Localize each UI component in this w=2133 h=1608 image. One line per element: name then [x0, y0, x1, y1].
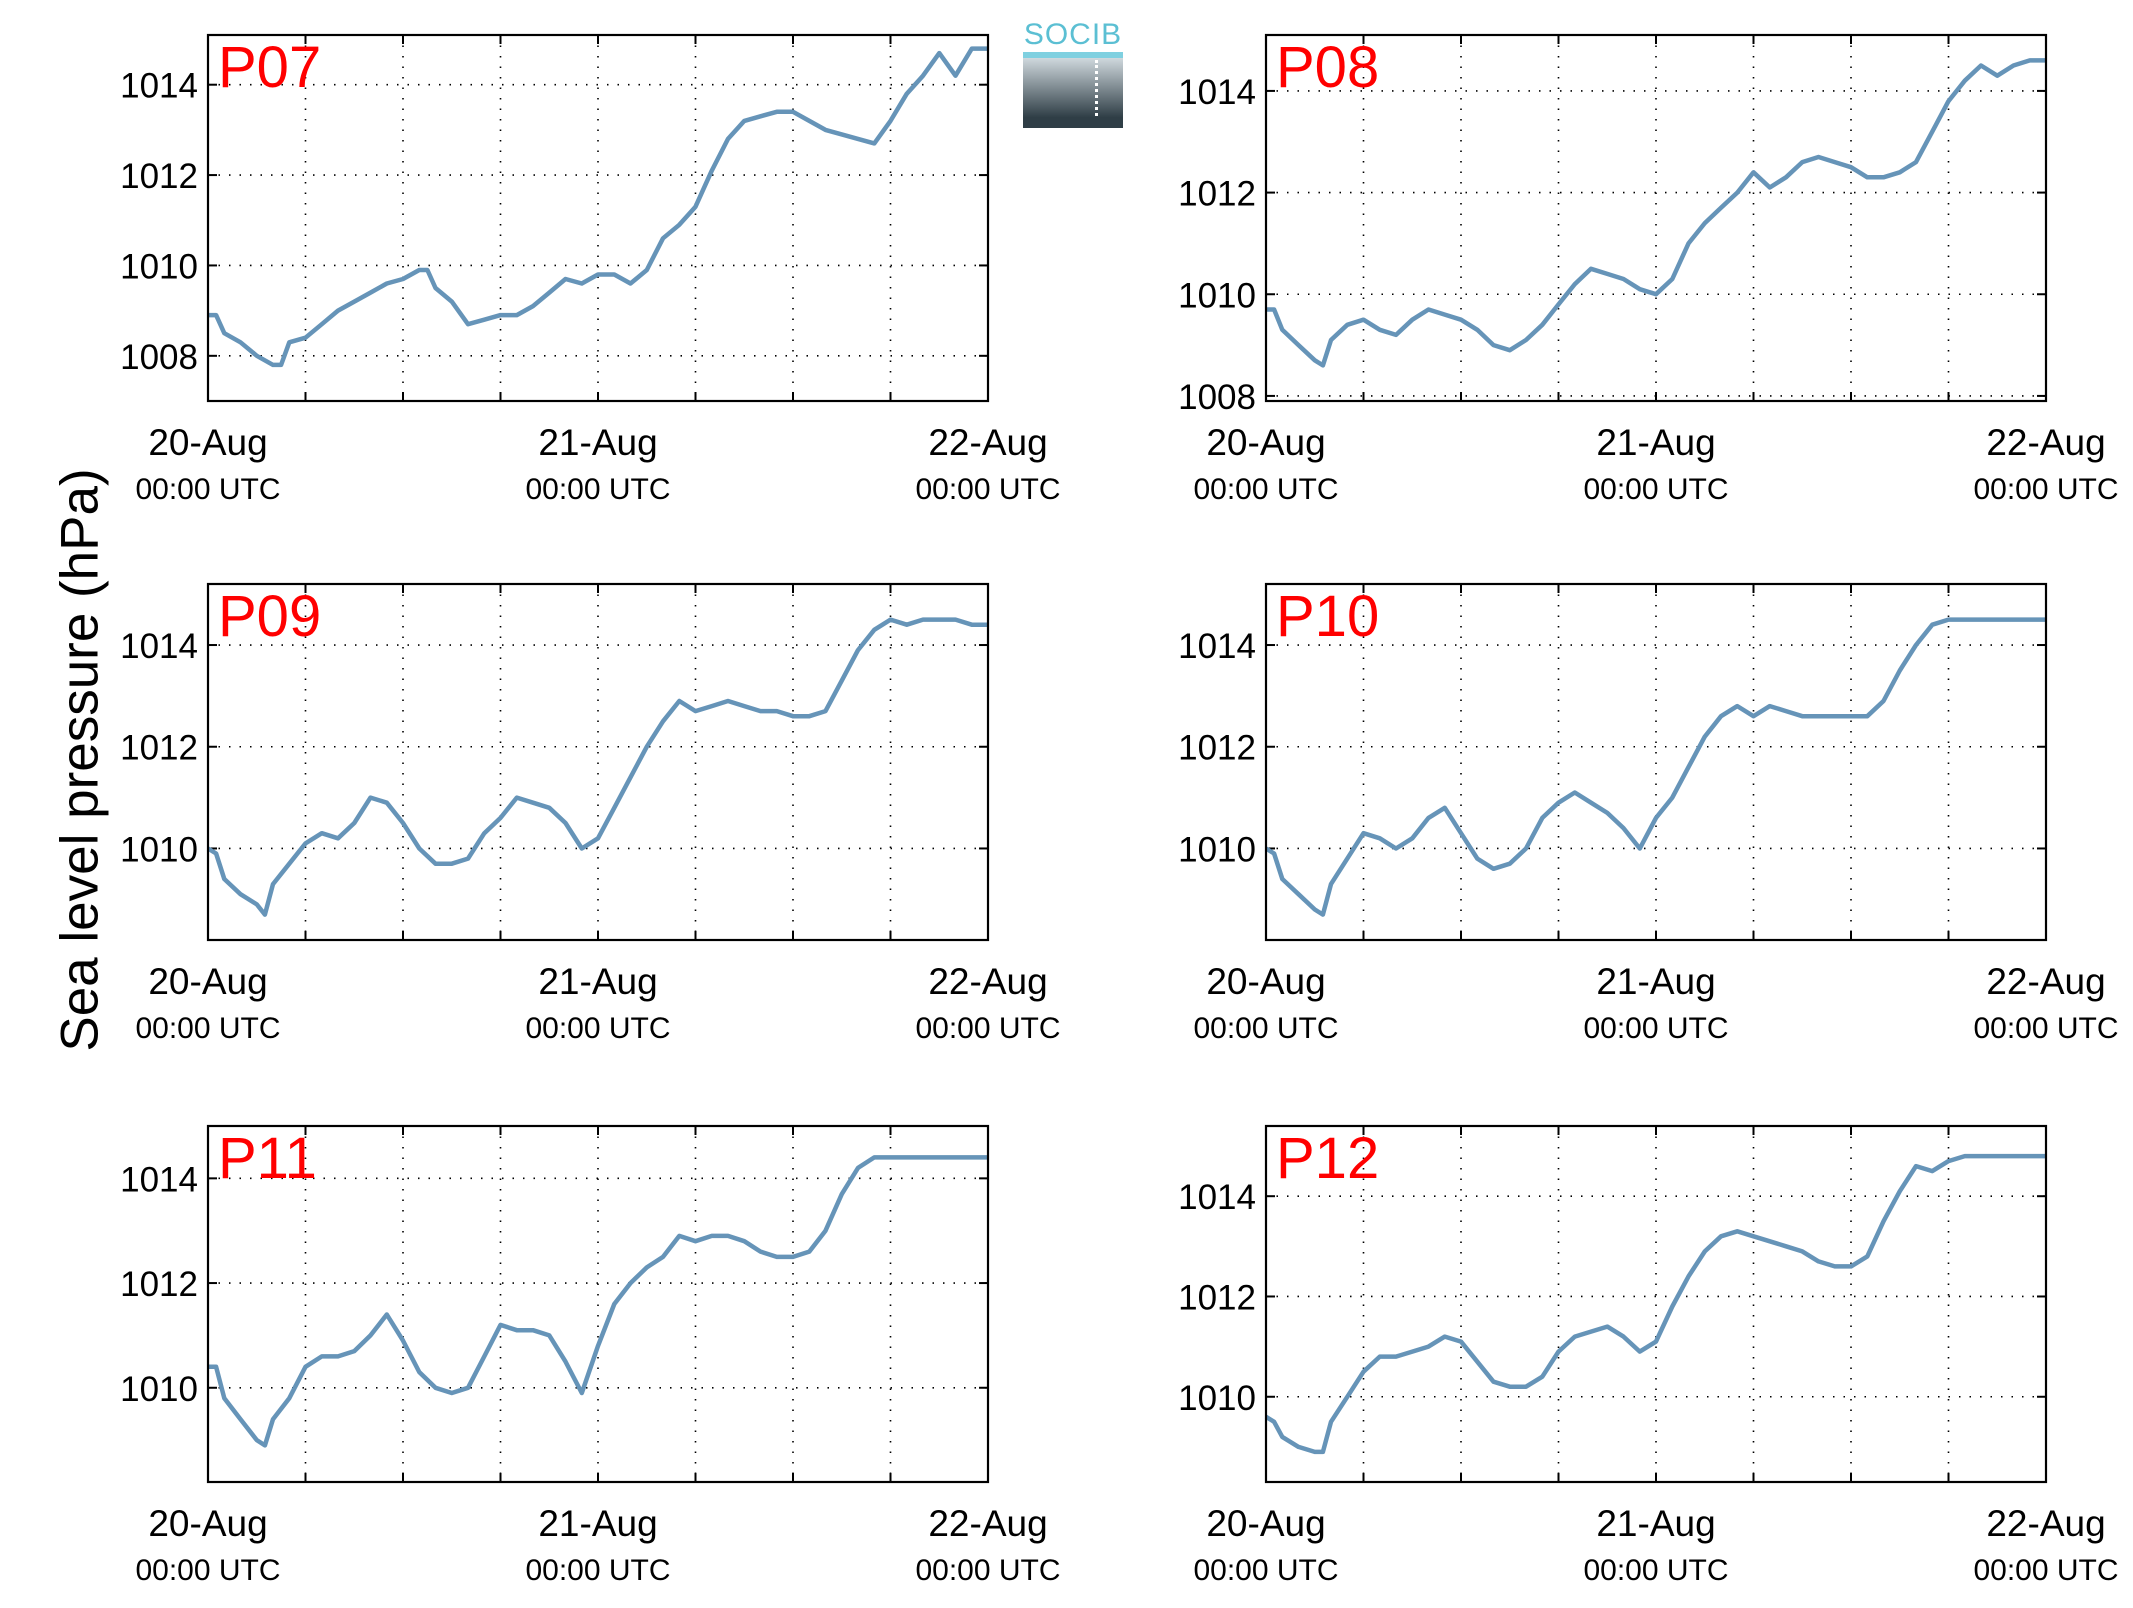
x-tick-label-time: 00:00 UTC: [1583, 473, 1728, 506]
x-tick-label-time: 00:00 UTC: [915, 1554, 1060, 1587]
x-tick-label-time: 00:00 UTC: [1193, 1012, 1338, 1045]
x-tick-label-date: 20-Aug: [1206, 1503, 1325, 1544]
x-tick-label-time: 00:00 UTC: [1193, 473, 1338, 506]
y-tick-label: 1010: [1178, 1379, 1256, 1418]
y-tick-label: 1014: [1178, 1178, 1256, 1217]
station-label: P11: [218, 1126, 317, 1191]
x-tick-label-date: 20-Aug: [148, 961, 267, 1002]
x-tick-label-time: 00:00 UTC: [1193, 1554, 1338, 1587]
pressure-series-line: [206, 617, 988, 917]
axes-frame: [206, 33, 990, 403]
x-tick-label-time: 00:00 UTC: [525, 1554, 670, 1587]
x-tick-label-time: 00:00 UTC: [135, 1012, 280, 1045]
x-tick-label-date: 20-Aug: [148, 1503, 267, 1544]
y-tick-label: 1012: [120, 1265, 198, 1304]
socib-logo: SOCIB: [1023, 18, 1123, 128]
x-tick-label-time: 00:00 UTC: [135, 473, 280, 506]
x-tick-label-time: 00:00 UTC: [135, 1554, 280, 1587]
y-tick-label: 1008: [120, 338, 198, 377]
axes-frame: [1264, 1124, 2048, 1484]
y-tick-label: 1012: [1178, 729, 1256, 768]
y-tick-label: 1012: [1178, 175, 1256, 214]
y-tick-label: 1010: [120, 830, 198, 869]
x-tick-label-time: 00:00 UTC: [525, 473, 670, 506]
pressure-series-line: [1264, 617, 2046, 917]
station-label: P08: [1276, 35, 1379, 100]
x-tick-label-date: 22-Aug: [928, 1503, 1047, 1544]
x-tick-label-date: 22-Aug: [928, 422, 1047, 463]
y-tick-label: 1012: [120, 157, 198, 196]
panel-p08: 1008 1010 1012 1014 P08 20-Aug 00:00 UTC 21-Aug…: [1178, 33, 2119, 506]
axes-frame: [1264, 582, 2048, 942]
logo-graphic: [1023, 52, 1123, 128]
y-tick-label: 1014: [120, 67, 198, 106]
y-tick-label: 1014: [1178, 627, 1256, 666]
x-tick-label-time: 00:00 UTC: [1973, 1554, 2118, 1587]
y-tick-label: 1010: [120, 1370, 198, 1409]
station-label: P07: [218, 35, 321, 100]
x-tick-label-time: 00:00 UTC: [1583, 1012, 1728, 1045]
x-tick-label-date: 20-Aug: [148, 422, 267, 463]
x-tick-label-date: 21-Aug: [538, 1503, 657, 1544]
y-tick-label: 1010: [1178, 276, 1256, 315]
x-tick-label-time: 00:00 UTC: [1583, 1554, 1728, 1587]
pressure-series-line: [1264, 1153, 2046, 1455]
y-tick-label: 1010: [1178, 830, 1256, 869]
pressure-series-line: [208, 46, 988, 368]
x-tick-label-date: 22-Aug: [928, 961, 1047, 1002]
panel-p11: 1010 1012 1014 P11 20-Aug 00:00 UTC 21-Aug 00:0…: [120, 1124, 1061, 1587]
x-tick-label-date: 21-Aug: [538, 961, 657, 1002]
x-tick-label-time: 00:00 UTC: [915, 473, 1060, 506]
x-tick-label-date: 22-Aug: [1986, 1503, 2105, 1544]
y-tick-label: 1014: [1178, 73, 1256, 112]
panel-p07: 1008 1010 1012 1014 P07 20-Aug 00:00 UTC 21-Aug…: [120, 33, 1061, 506]
x-tick-label-date: 20-Aug: [1206, 961, 1325, 1002]
x-tick-label-date: 21-Aug: [1596, 961, 1715, 1002]
station-label: P12: [1276, 1126, 1379, 1191]
y-tick-label: 1012: [120, 729, 198, 768]
station-label: P10: [1276, 584, 1379, 649]
logo-text: SOCIB: [1023, 18, 1123, 51]
panel-p10: 1010 1012 1014 P10 20-Aug 00:00 UTC 21-Aug 00:0…: [1178, 582, 2119, 1045]
panel-p09: 1010 1012 1014 P09 20-Aug 00:00 UTC 21-Aug 00:0…: [120, 582, 1061, 1045]
x-tick-label-time: 00:00 UTC: [525, 1012, 670, 1045]
x-tick-label-date: 21-Aug: [538, 422, 657, 463]
y-tick-label: 1010: [120, 247, 198, 286]
axes-frame: [206, 582, 990, 942]
x-tick-label-date: 22-Aug: [1986, 422, 2105, 463]
pressure-series-line: [208, 1155, 988, 1448]
logo-dotted-line: [1095, 60, 1098, 116]
x-tick-label-time: 00:00 UTC: [1973, 473, 2118, 506]
y-tick-label: 1014: [120, 1160, 198, 1199]
x-tick-label-date: 21-Aug: [1596, 1503, 1715, 1544]
pressure-series-line: [1266, 58, 2046, 368]
x-tick-label-time: 00:00 UTC: [915, 1012, 1060, 1045]
axes-frame: [1264, 33, 2048, 403]
station-label: P09: [218, 584, 321, 649]
panel-p12: 1010 1012 1014 P12 20-Aug 00:00 UTC 21-Aug 00:0…: [1178, 1124, 2119, 1587]
x-tick-label-date: 21-Aug: [1596, 422, 1715, 463]
x-tick-label-time: 00:00 UTC: [1973, 1012, 2118, 1045]
y-tick-label: 1014: [120, 627, 198, 666]
x-tick-label-date: 22-Aug: [1986, 961, 2105, 1002]
y-tick-label: 1012: [1178, 1278, 1256, 1317]
axes-frame: [206, 1124, 990, 1484]
x-tick-label-date: 20-Aug: [1206, 422, 1325, 463]
y-tick-label: 1008: [1178, 378, 1256, 417]
